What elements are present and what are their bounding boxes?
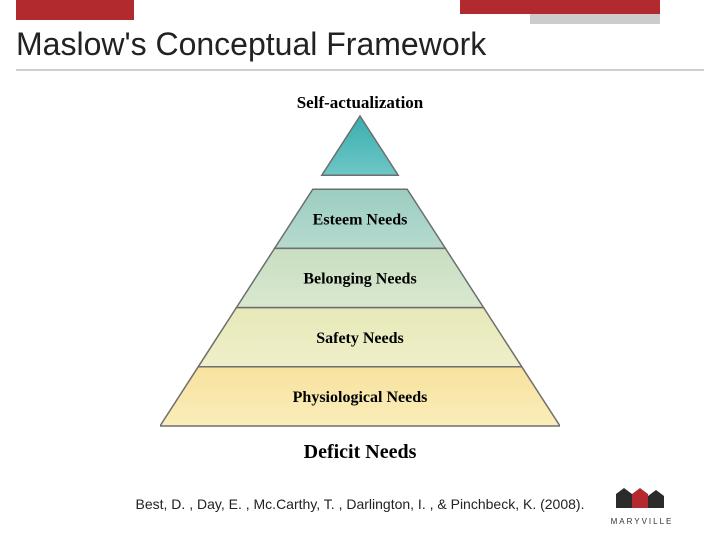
brand-logo: MARYVILLE bbox=[582, 482, 702, 526]
page-title: Maslow's Conceptual Framework bbox=[16, 26, 704, 63]
decor-bar-right bbox=[460, 0, 660, 14]
pyramid-label-4: Physiological Needs bbox=[293, 389, 428, 406]
slide: Maslow's Conceptual Framework Esteem Nee… bbox=[0, 0, 720, 540]
pyramid-label-3: Safety Needs bbox=[316, 330, 404, 347]
brand-name: MARYVILLE bbox=[582, 517, 702, 526]
pyramid-container: Esteem Needs Belonging Needs Safety Needs P… bbox=[0, 92, 720, 472]
decor-bar-left bbox=[16, 0, 134, 20]
title-wrap: Maslow's Conceptual Framework bbox=[16, 26, 704, 71]
pyramid-level-0 bbox=[322, 116, 398, 175]
maslow-pyramid: Esteem Needs Belonging Needs Safety Needs P… bbox=[160, 92, 560, 476]
maryville-logo-icon bbox=[612, 482, 672, 510]
pyramid-caption: Deficit Needs bbox=[304, 441, 417, 463]
pyramid-label-1: Esteem Needs bbox=[313, 211, 408, 228]
pyramid-label-0: Self-actualization bbox=[297, 93, 424, 112]
decor-bar-gray bbox=[530, 14, 660, 24]
pyramid-label-2: Belonging Needs bbox=[303, 271, 416, 288]
